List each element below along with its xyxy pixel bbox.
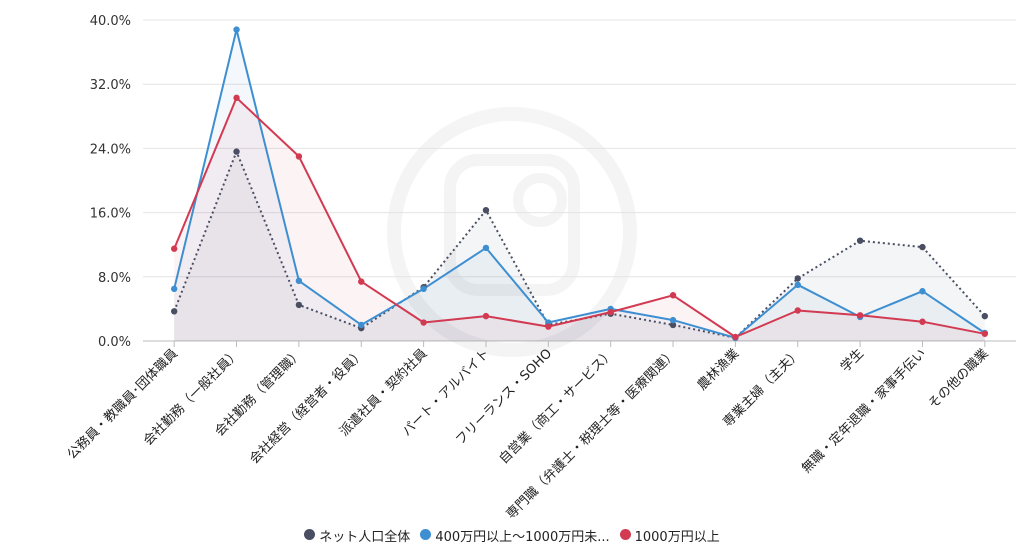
data-point[interactable]: [233, 26, 240, 33]
x-tick-label: 学生: [837, 346, 867, 376]
data-point[interactable]: [981, 330, 989, 337]
series-points: [170, 26, 989, 341]
x-tick-label: 公務員・教職員･団体職員: [64, 346, 181, 463]
data-point[interactable]: [233, 94, 240, 102]
series-line-1: [173, 28, 986, 339]
y-tick-label: 40.0%: [90, 14, 131, 29]
data-point[interactable]: [358, 278, 365, 285]
legend-label: 1000万円以上: [634, 530, 720, 545]
legend-label: 400万円以上～1000万円未...: [435, 530, 610, 545]
legend-marker: [304, 529, 316, 540]
y-tick-label: 0.0%: [98, 335, 131, 350]
x-tick-label: その他の職業: [925, 346, 991, 412]
data-point[interactable]: [170, 308, 178, 315]
x-tick-label: 農林漁業: [694, 346, 742, 394]
x-axis: 公務員・教職員･団体職員会社勤務（一般社員）会社勤務（管理職）会社経営（経営者・…: [64, 341, 992, 522]
data-point[interactable]: [482, 312, 490, 320]
y-tick-label: 24.0%: [90, 142, 131, 157]
legend-item[interactable]: ネット人口全体: [304, 526, 410, 545]
data-point[interactable]: [919, 318, 926, 325]
data-point[interactable]: [669, 292, 677, 299]
series-area-2: [174, 97, 985, 341]
data-point[interactable]: [794, 281, 801, 289]
data-point[interactable]: [856, 237, 864, 244]
y-tick-label: 16.0%: [90, 207, 131, 222]
legend-item[interactable]: 400万円以上～1000万円未...: [420, 526, 610, 545]
legend-marker: [619, 529, 631, 540]
y-gridlines: [143, 19, 1016, 342]
legend-label: ネット人口全体: [319, 530, 411, 545]
x-tick-label: 会社経営（経営者・役員）: [246, 346, 368, 468]
data-point[interactable]: [794, 275, 801, 282]
series-line-0: [173, 150, 986, 339]
data-point[interactable]: [669, 321, 677, 329]
data-point[interactable]: [545, 323, 552, 330]
series-area-0: [174, 151, 985, 341]
x-tick-label: 自営業（商工・サービス）: [496, 346, 618, 468]
data-point[interactable]: [170, 285, 178, 293]
data-point[interactable]: [358, 321, 365, 329]
data-point[interactable]: [420, 285, 427, 293]
series-area-1: [174, 29, 985, 341]
data-point[interactable]: [482, 244, 490, 252]
legend-item[interactable]: 1000万円以上: [619, 526, 720, 545]
data-point[interactable]: [607, 308, 614, 316]
data-point[interactable]: [170, 245, 178, 252]
x-tick-label: 無職・定年退職・家事手伝い: [798, 346, 929, 477]
series-line-2: [173, 96, 985, 338]
y-tick-label: 8.0%: [98, 271, 131, 286]
y-tick-label: 32.0%: [90, 78, 131, 93]
data-point[interactable]: [295, 277, 303, 285]
data-point[interactable]: [420, 319, 427, 326]
legend-marker: [420, 529, 432, 540]
chart-legend: ネット人口全体 400万円以上～1000万円未... 1000万円以上: [0, 526, 1024, 545]
data-point[interactable]: [919, 288, 926, 295]
data-point[interactable]: [794, 307, 801, 314]
data-point[interactable]: [919, 243, 926, 251]
watermark-logo: [387, 107, 637, 357]
y-axis: 40.0% 32.0% 24.0% 16.0% 8.0% 0.0%: [90, 14, 131, 350]
series-lines: [173, 28, 986, 339]
data-point[interactable]: [732, 333, 739, 341]
data-point[interactable]: [295, 153, 303, 160]
data-point[interactable]: [669, 316, 677, 324]
data-point[interactable]: [981, 312, 989, 320]
data-point[interactable]: [856, 312, 864, 319]
data-point[interactable]: [482, 206, 490, 214]
series-areas: [174, 29, 985, 341]
data-point[interactable]: [295, 301, 303, 309]
data-point[interactable]: [233, 148, 240, 155]
